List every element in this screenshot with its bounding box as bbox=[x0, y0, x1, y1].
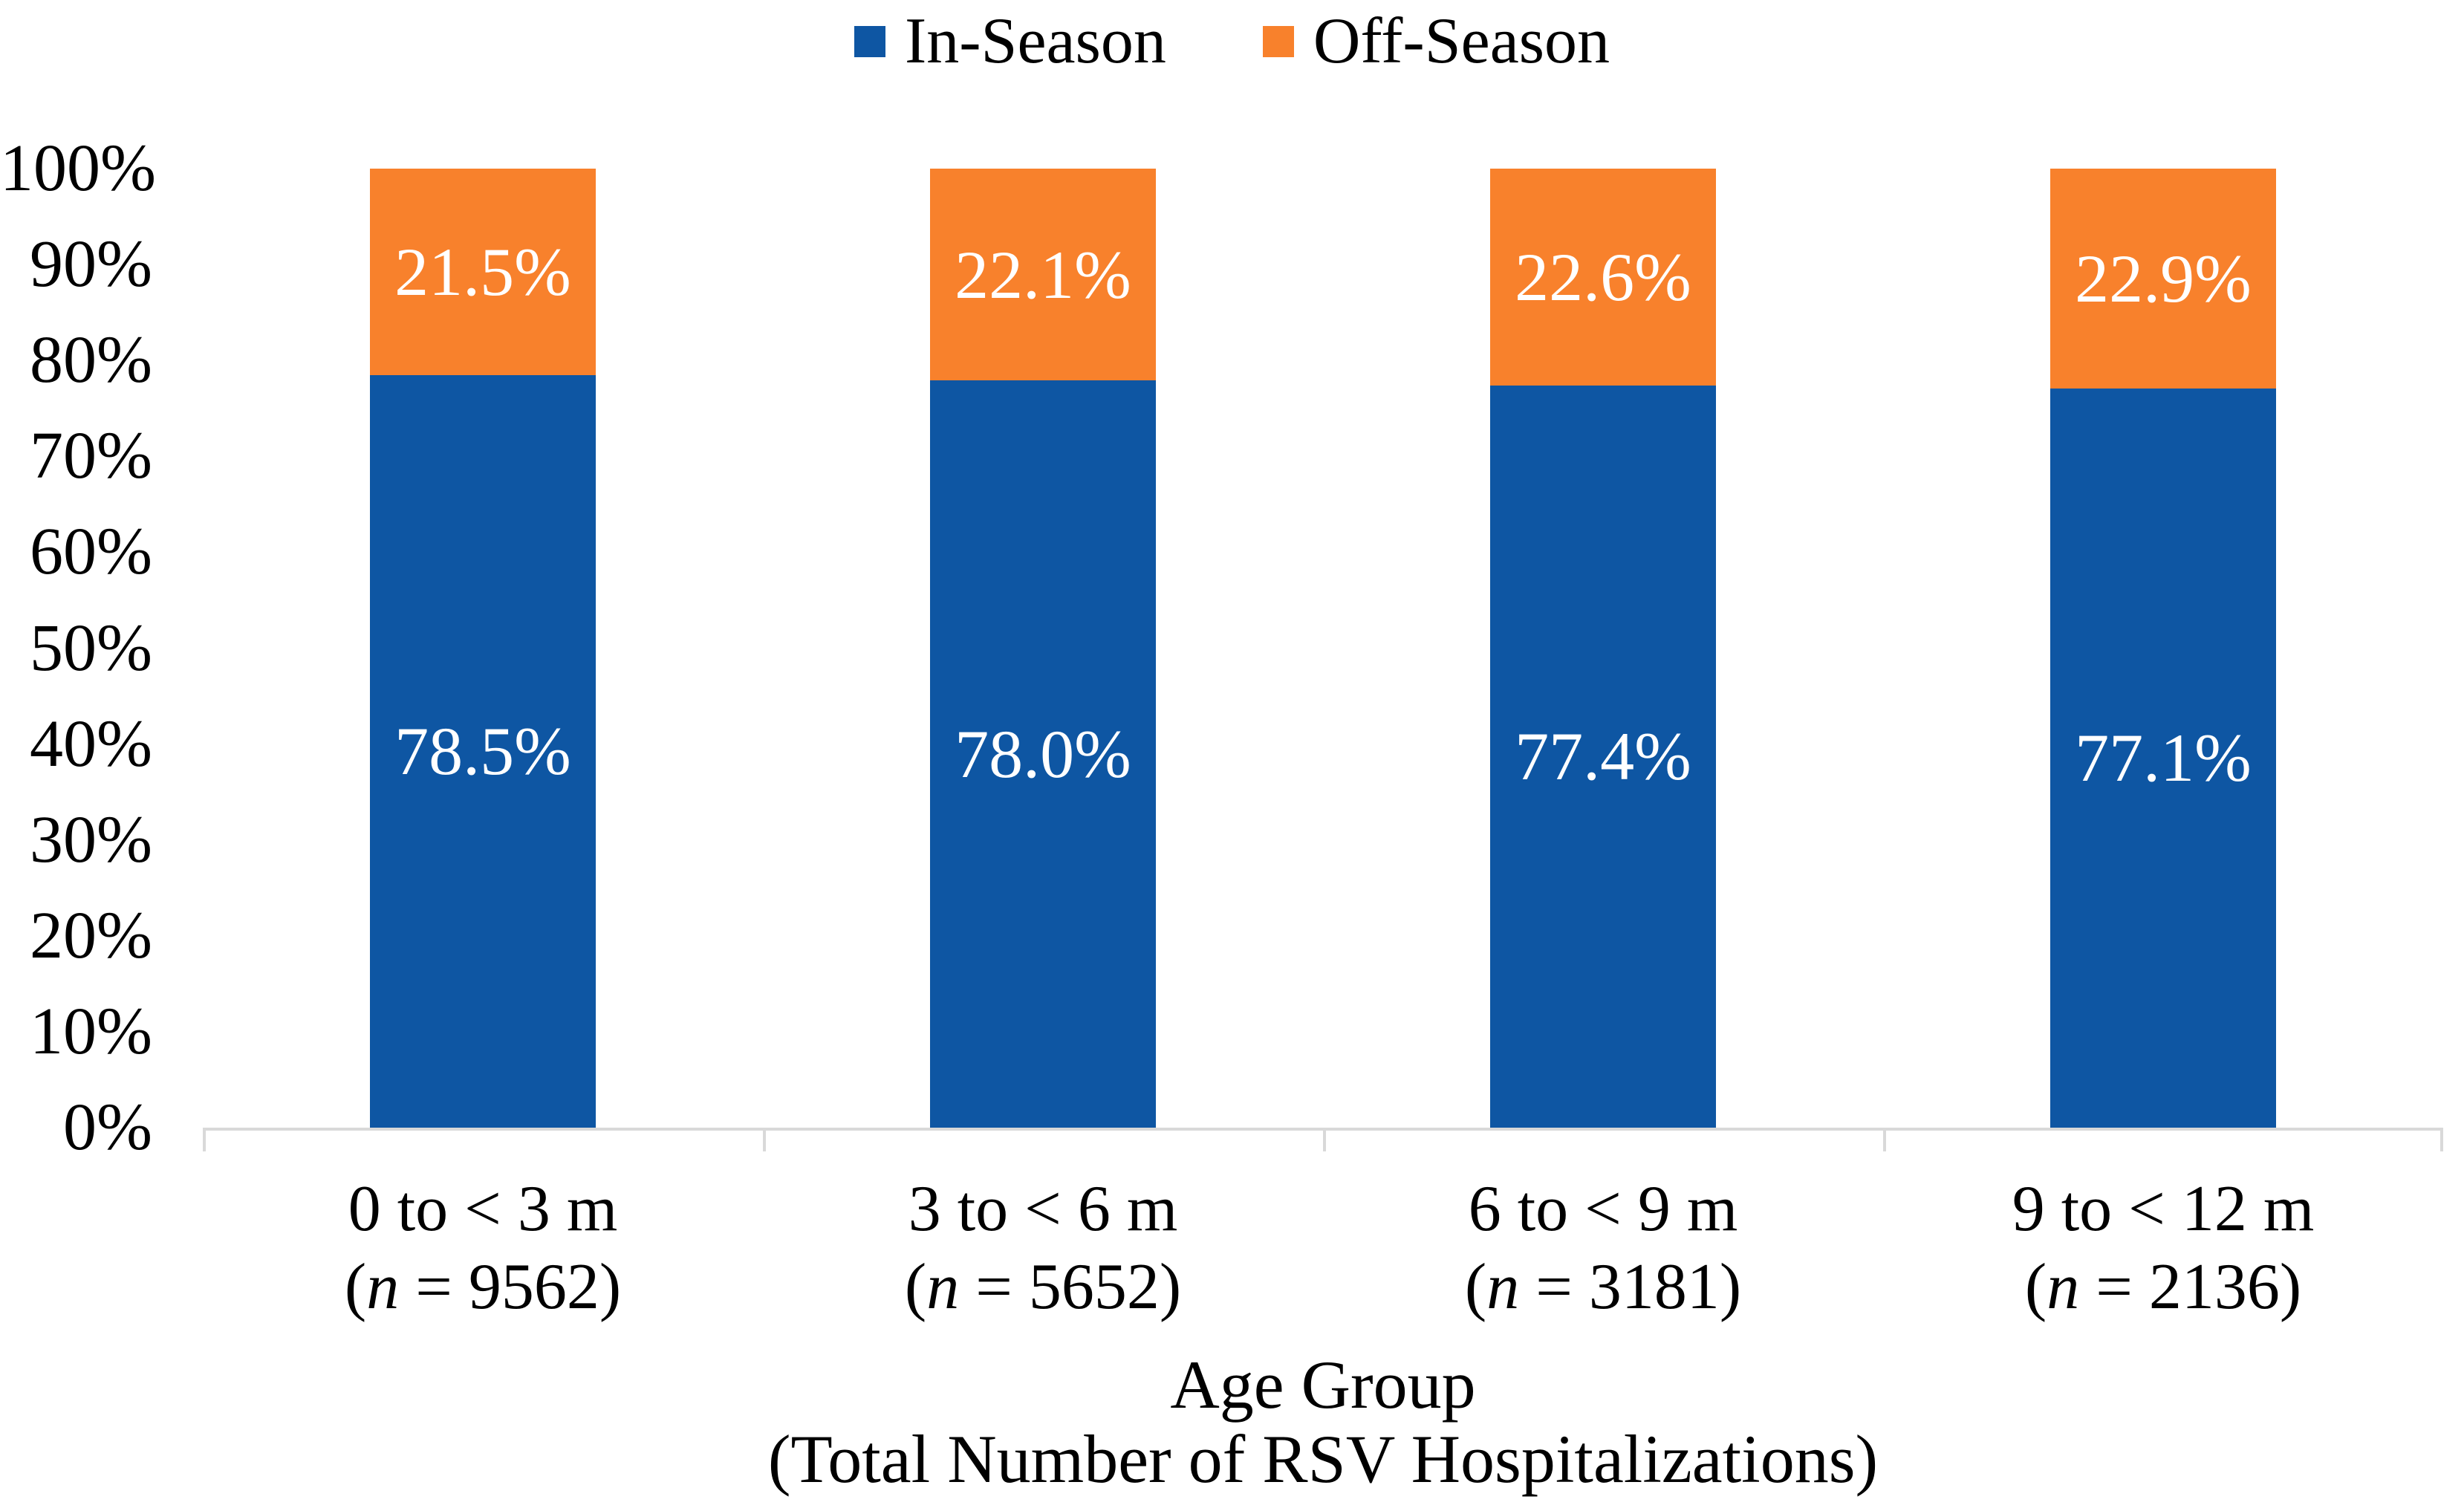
category-label: 0 to < 3 m (n = 9562) bbox=[203, 1170, 763, 1326]
legend-label: In-Season bbox=[904, 5, 1166, 77]
y-axis-tick-label: 0% bbox=[63, 1091, 152, 1164]
y-axis-tick-label: 50% bbox=[30, 611, 152, 685]
legend-swatch-icon bbox=[854, 26, 885, 57]
bar-column-6-to-9-m: 22.6% 77.4% bbox=[1323, 169, 1883, 1128]
y-axis-tick-label: 90% bbox=[30, 227, 152, 302]
x-axis-tick-mark bbox=[2440, 1131, 2443, 1151]
x-axis-title-line1: Age Group bbox=[1170, 1347, 1476, 1423]
data-label-in-season: 77.1% bbox=[2075, 720, 2252, 796]
category-label-range: 6 to < 9 m bbox=[1468, 1173, 1738, 1245]
category-label-n: (n = 2136) bbox=[2024, 1251, 2302, 1323]
category-label-n: (n = 3181) bbox=[1464, 1251, 1742, 1323]
legend: In-Season Off-Season bbox=[0, 0, 2464, 83]
category-label-range: 3 to < 6 m bbox=[908, 1173, 1178, 1245]
legend-item-off-season: Off-Season bbox=[1262, 5, 1610, 77]
x-axis-tick-mark bbox=[1883, 1131, 1886, 1151]
y-axis-tick-label: 60% bbox=[30, 515, 152, 589]
legend-item-in-season: In-Season bbox=[854, 9, 1166, 74]
plot-area: 21.5% 78.5% 22.1% 78.0% 22.6% 77.4% 22.9% 77.1% bbox=[203, 169, 2443, 1151]
bar-segment-off-season: 21.5% bbox=[370, 169, 596, 375]
y-axis-tick-label: 10% bbox=[30, 994, 152, 1068]
n-symbol: n bbox=[2047, 1251, 2080, 1323]
y-axis-tick-label: 100% bbox=[0, 131, 156, 205]
category-label: 3 to < 6 m (n = 5652) bbox=[763, 1170, 1323, 1326]
n-symbol: n bbox=[366, 1251, 400, 1323]
data-label-off-season: 22.6% bbox=[1515, 238, 1691, 315]
legend-swatch-icon bbox=[1262, 26, 1294, 57]
category-label-range: 9 to < 12 m bbox=[2012, 1173, 2315, 1245]
bar-segment-in-season: 77.4% bbox=[1490, 385, 1716, 1128]
y-axis-tick-label: 40% bbox=[30, 706, 152, 781]
y-axis-tick-label: 30% bbox=[30, 802, 152, 877]
x-axis-title: Age Group (Total Number of RSV Hospitali… bbox=[203, 1348, 2443, 1496]
data-label-off-season: 22.9% bbox=[2075, 240, 2252, 316]
data-label-in-season: 77.4% bbox=[1515, 718, 1691, 795]
category-label: 6 to < 9 m (n = 3181) bbox=[1323, 1170, 1883, 1326]
y-axis-tick-label: 70% bbox=[30, 419, 152, 493]
x-axis-tick-mark bbox=[763, 1131, 766, 1151]
x-axis-tick-mark bbox=[1323, 1131, 1326, 1151]
y-axis-tick-label: 20% bbox=[30, 898, 152, 972]
n-symbol: n bbox=[926, 1251, 960, 1323]
x-axis-tick-mark bbox=[203, 1131, 206, 1151]
legend-label: Off-Season bbox=[1313, 5, 1610, 77]
x-axis-title-line2: (Total Number of RSV Hospitalizations) bbox=[767, 1421, 1879, 1497]
bar-segment-off-season: 22.6% bbox=[1490, 169, 1716, 386]
bar-segment-in-season: 78.5% bbox=[370, 374, 596, 1128]
y-axis-tick-label: 80% bbox=[30, 323, 152, 397]
category-label-n: (n = 9562) bbox=[344, 1251, 622, 1323]
category-label-range: 0 to < 3 m bbox=[348, 1173, 618, 1245]
n-symbol: n bbox=[1486, 1251, 1520, 1323]
bar-segment-in-season: 78.0% bbox=[930, 380, 1156, 1128]
bar-column-0-to-3-m: 21.5% 78.5% bbox=[203, 169, 763, 1128]
data-label-off-season: 21.5% bbox=[394, 233, 571, 310]
data-label-off-season: 22.1% bbox=[955, 236, 1131, 313]
data-label-in-season: 78.5% bbox=[394, 713, 571, 790]
bar-column-3-to-6-m: 22.1% 78.0% bbox=[763, 169, 1323, 1128]
bar-segment-in-season: 77.1% bbox=[2050, 388, 2276, 1128]
category-label-n: (n = 5652) bbox=[904, 1251, 1182, 1323]
data-label-in-season: 78.0% bbox=[955, 716, 1131, 792]
bar-segment-off-season: 22.9% bbox=[2050, 169, 2276, 389]
bar-segment-off-season: 22.1% bbox=[930, 169, 1156, 381]
bar-column-9-to-12-m: 22.9% 77.1% bbox=[1883, 169, 2443, 1128]
x-axis-category-labels: 0 to < 3 m (n = 9562) 3 to < 6 m (n = 5652)… bbox=[203, 1170, 2443, 1326]
category-label: 9 to < 12 m (n = 2136) bbox=[1883, 1170, 2443, 1326]
y-axis: 0% 10% 20% 30% 40% 50% 60% 70% 80% 90% 100% bbox=[0, 0, 156, 1508]
